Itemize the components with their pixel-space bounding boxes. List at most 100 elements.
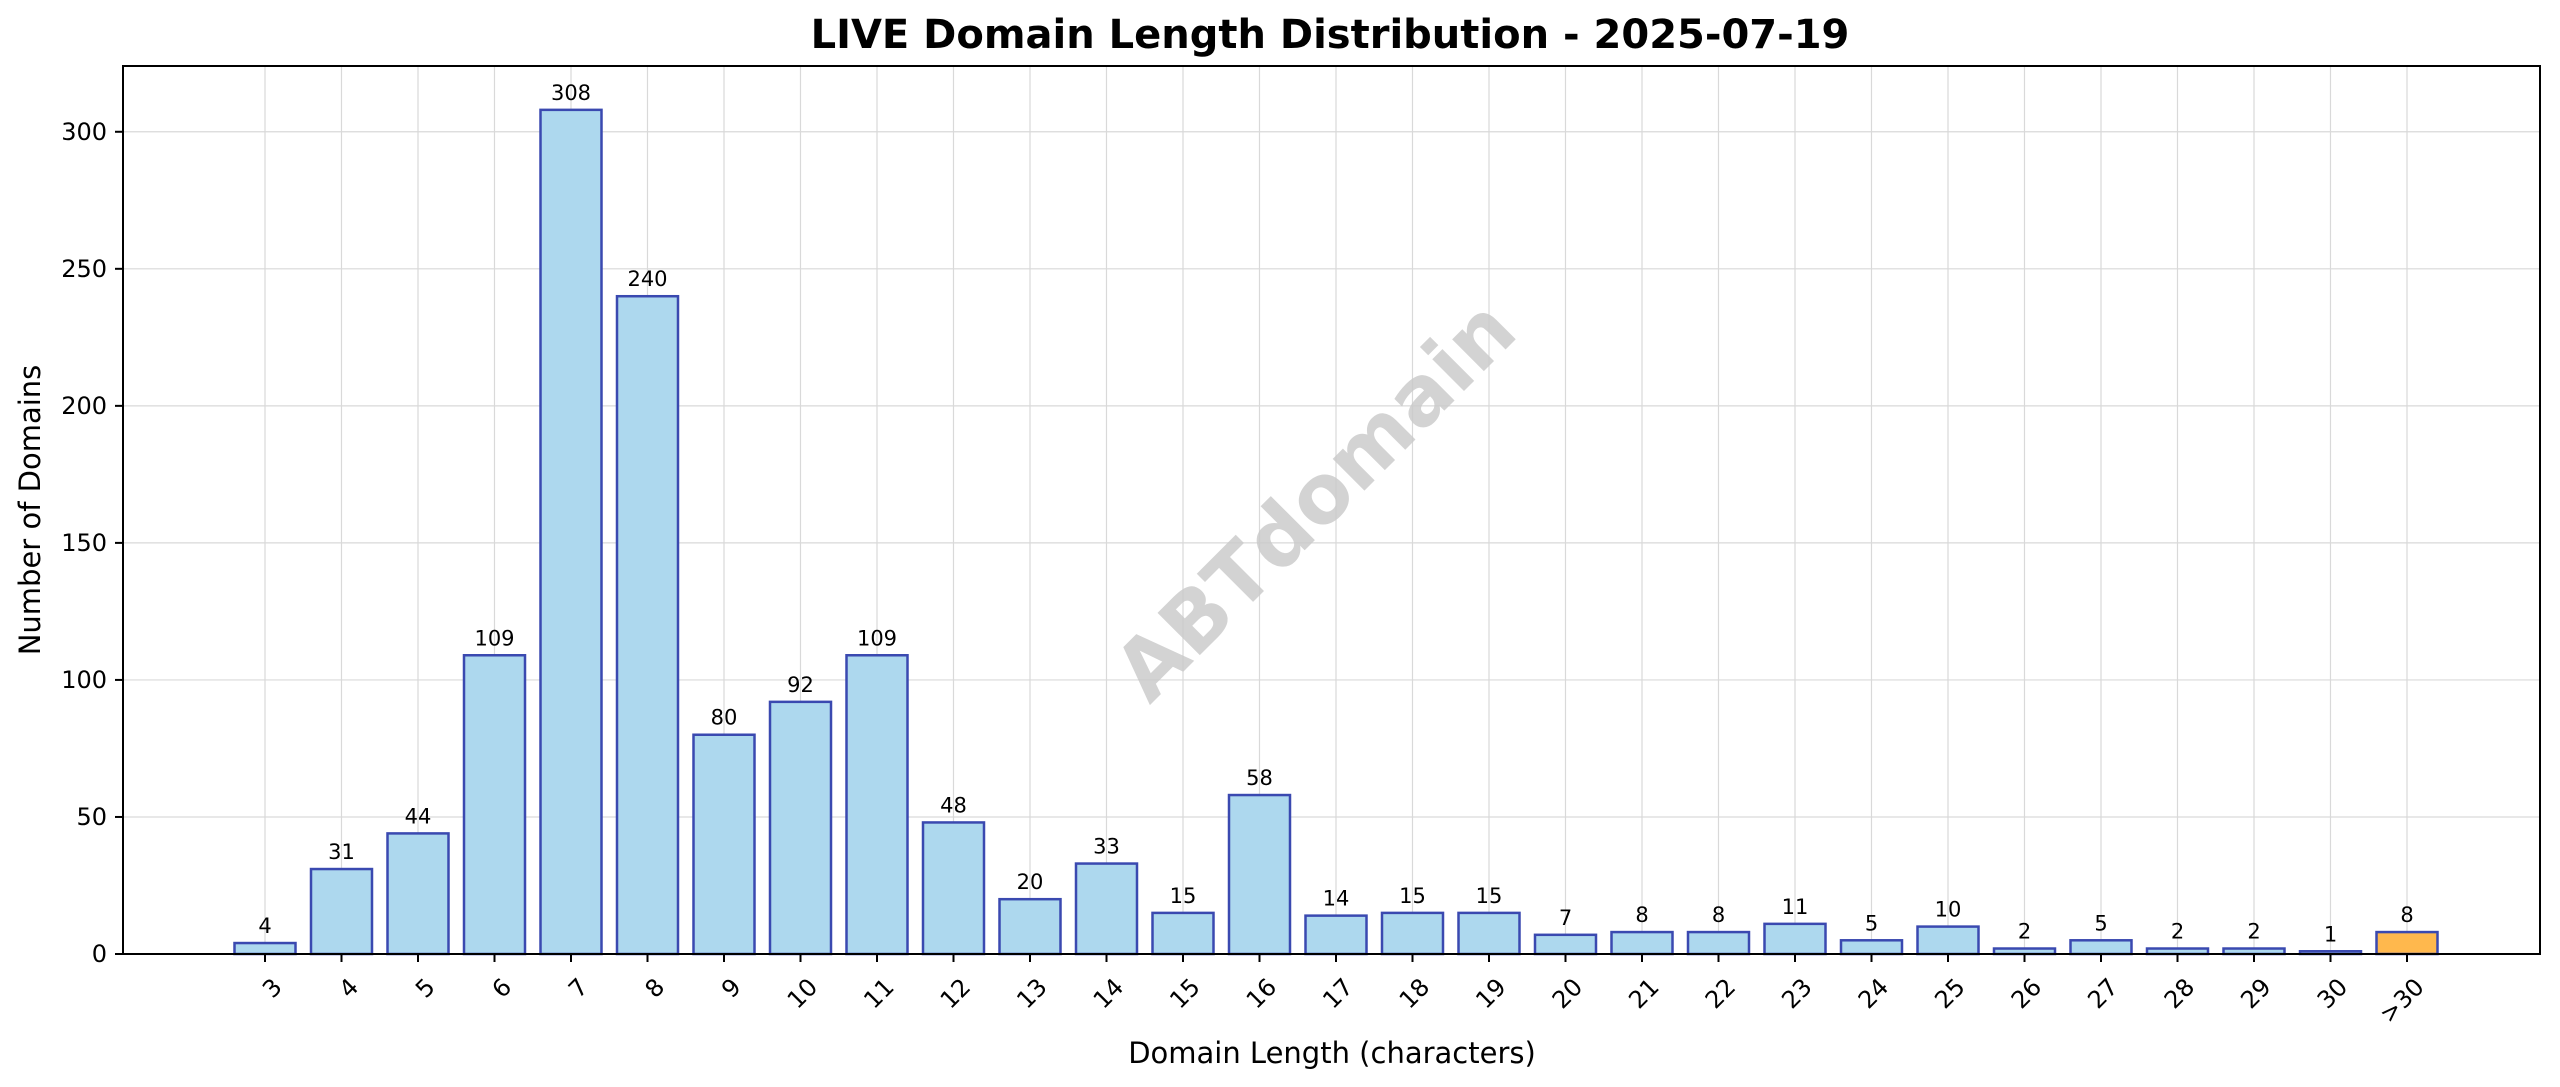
data-label-10: 92 [787,673,814,697]
y-tick-label: 0 [92,940,107,968]
bar-8 [615,294,680,956]
x-tick-label-30: 30 [2312,973,2353,1014]
bar-5 [386,832,450,956]
bar-16 [1227,793,1292,956]
y-tick-label: 300 [61,118,107,146]
x-tick-label-14: 14 [1088,973,1129,1014]
data-label-23: 11 [1782,895,1809,919]
y-tick-label: 50 [76,803,107,831]
data-label-4: 31 [328,840,355,864]
y-axis-ticks: 0 50 100 150 200 250 300 [61,118,123,968]
bar-15 [1151,911,1215,956]
x-tick-label-4: 4 [334,973,365,1004]
data-label-24: 5 [1865,911,1878,935]
x-tick-label-8: 8 [640,973,671,1004]
data-label-11: 109 [857,626,897,650]
x-axis-label: Domain Length (characters) [1128,1036,1536,1070]
bar-18 [1380,911,1445,956]
data-label-29: 2 [2247,920,2260,944]
data-label-21: 8 [1635,903,1648,927]
bar-21 [1610,930,1674,956]
bar-12 [921,821,986,956]
data-label-26: 2 [2018,920,2031,944]
x-tick-label->30: >30 [2374,973,2430,1029]
data-label-9: 80 [711,706,738,730]
data-label-5: 44 [405,804,432,828]
data-label-25: 10 [1935,898,1962,922]
x-axis-ticks: 3 4 5 6 7 8 9 10 11 12 13 14 15 16 17 18 19 20 21 22 23 24 25 2… [257,954,2430,1029]
y-tick-label: 200 [61,392,107,420]
bars [233,108,2439,956]
bar-20 [1533,933,1598,956]
data-label-30: 1 [2324,922,2337,946]
x-tick-label-9: 9 [716,973,747,1004]
y-axis-label: Number of Domains [13,365,47,656]
bar-27 [2069,939,2133,956]
x-tick-label-18: 18 [1394,973,1435,1014]
data-label-3: 4 [258,914,271,938]
bar-23 [1763,922,1827,956]
x-tick-label-29: 29 [2235,973,2276,1014]
x-tick-label-15: 15 [1164,973,1205,1014]
x-tick-label-24: 24 [1853,973,1894,1014]
data-label-7: 308 [551,81,591,105]
bar-19 [1457,911,1521,956]
x-tick-label-27: 27 [2082,973,2123,1014]
data-label-18: 15 [1399,884,1426,908]
data-label->30: 8 [2400,903,2413,927]
y-tick-label: 250 [61,255,107,283]
x-tick-label-20: 20 [1547,973,1588,1014]
bar-3 [233,941,297,956]
x-tick-label-12: 12 [935,973,976,1014]
bar-24 [1839,939,1904,956]
bar-7 [539,108,603,956]
x-tick-label-5: 5 [410,973,441,1004]
bar-14 [1074,862,1139,956]
x-tick-label-26: 26 [2006,973,2047,1014]
bar-6 [462,654,527,956]
data-label-6: 109 [474,626,514,650]
data-label-15: 15 [1170,884,1197,908]
x-tick-label-16: 16 [1241,973,1282,1014]
bar-22 [1686,930,1751,956]
data-label-22: 8 [1712,903,1725,927]
data-label-14: 33 [1093,835,1120,859]
x-tick-label-22: 22 [1700,973,1741,1014]
bar-13 [998,897,1062,956]
bar->30 [2375,930,2439,956]
data-label-17: 14 [1323,887,1350,911]
bar-9 [692,733,756,956]
y-tick-label: 150 [61,529,107,557]
x-tick-label-6: 6 [487,973,518,1004]
chart-title: LIVE Domain Length Distribution - 2025-0… [811,12,1850,58]
bar-11 [845,654,909,956]
plot-frame [122,65,2541,955]
bar-25 [1916,925,1980,956]
data-label-13: 20 [1017,870,1044,894]
x-tick-label-11: 11 [858,973,899,1014]
bar-10 [768,700,833,956]
x-tick-label-25: 25 [1929,973,1970,1014]
x-tick-label-10: 10 [782,973,823,1014]
watermark-text: ABTdomain [1097,282,1535,720]
bar-4 [309,867,374,956]
x-tick-label-23: 23 [1776,973,1817,1014]
y-tick-label: 100 [61,666,107,694]
x-tick-label-28: 28 [2159,973,2200,1014]
data-label-27: 5 [2094,911,2107,935]
data-label-19: 15 [1476,884,1503,908]
data-label-8: 240 [627,267,667,291]
x-tick-label-3: 3 [257,973,288,1004]
data-label-12: 48 [940,793,967,817]
data-label-20: 7 [1559,906,1572,930]
x-tick-label-17: 17 [1317,973,1358,1014]
x-tick-label-7: 7 [563,973,594,1004]
x-tick-label-21: 21 [1623,973,1664,1014]
bar-17 [1304,914,1368,956]
data-label-28: 2 [2171,920,2184,944]
data-label-16: 58 [1246,766,1273,790]
x-tick-label-19: 19 [1470,973,1511,1014]
x-tick-label-13: 13 [1011,973,1052,1014]
